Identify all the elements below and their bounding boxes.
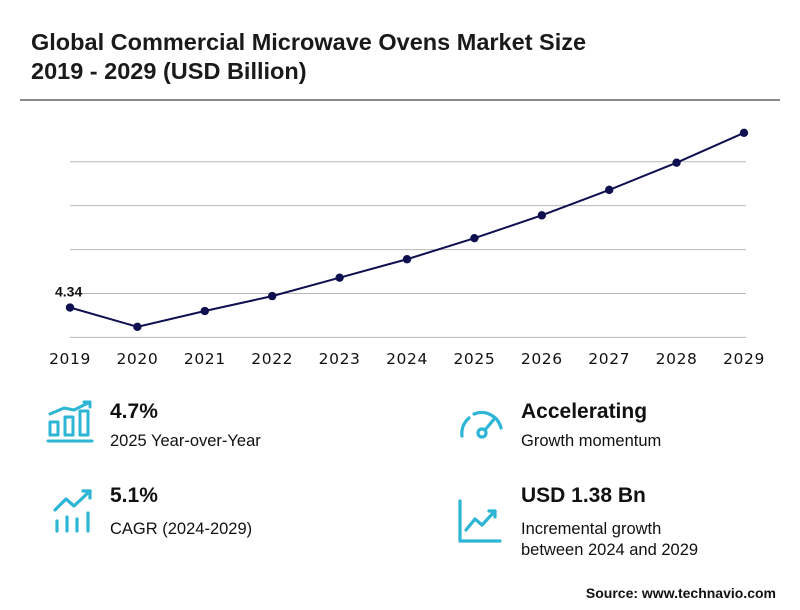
stat-incremental-label-2: between 2024 and 2029: [521, 541, 699, 559]
x-tick-label-2021: 2021: [184, 350, 226, 368]
chart-title-line-2: 2019 - 2029 (USD Billion): [31, 58, 307, 84]
data-label-2019: 4.34: [55, 284, 82, 300]
gridlines: [70, 161, 746, 338]
growth-chart-icon: [458, 499, 502, 543]
x-tick-label-2026: 2026: [521, 350, 563, 368]
x-tick-label-2028: 2028: [656, 350, 698, 368]
x-tick-label-2023: 2023: [319, 350, 361, 368]
data-point-2024: [402, 255, 412, 264]
x-tick-label-2020: 2020: [116, 350, 158, 368]
title-divider: [20, 99, 780, 101]
data-point-2026: [537, 211, 546, 220]
data-point-2023: [335, 273, 344, 282]
speedometer-icon: [460, 410, 503, 439]
x-tick-label-2029: 2029: [723, 350, 765, 368]
stat-yoy-label: 2025 Year-over-Year: [110, 432, 261, 450]
chart-title-line-1: Global Commercial Microwave Ovens Market…: [31, 29, 587, 55]
line-chart: 4.34 2019 2020 2021 2022 2023 2024 2025 2026 202…: [49, 128, 765, 368]
chart-title: Global Commercial Microwave Ovens Market…: [31, 28, 771, 86]
data-point-2027: [605, 185, 614, 195]
x-tick-label-2019: 2019: [49, 350, 91, 368]
data-points: [65, 128, 749, 332]
data-point-2021: [200, 306, 209, 316]
trend-bars-icon: [53, 489, 92, 533]
x-tick-label-2022: 2022: [251, 350, 293, 368]
data-labels: 4.34: [55, 284, 82, 300]
stat-yoy-value: 4.7%: [110, 400, 158, 423]
data-point-2025: [470, 233, 479, 243]
x-tick-label-2027: 2027: [588, 350, 630, 368]
stat-momentum-value: Accelerating: [521, 400, 648, 423]
data-point-2019: [65, 303, 75, 312]
x-tick-label-2025: 2025: [453, 350, 495, 368]
x-axis-ticks: 2019 2020 2021 2022 2023 2024 2025 2026 2027 2028…: [49, 350, 765, 368]
stat-incremental-value: USD 1.38 Bn: [521, 484, 646, 507]
bar-chart-growth-icon: [46, 400, 94, 443]
data-point-2028: [672, 158, 681, 167]
stat-cagr-label: CAGR (2024-2029): [110, 520, 253, 538]
stat-momentum-label: Growth momentum: [521, 432, 662, 450]
stat-cagr-value: 5.1%: [110, 484, 158, 507]
data-point-2020: [133, 322, 142, 332]
data-point-2029: [739, 128, 749, 138]
stat-incremental-label-1: Incremental growth: [521, 520, 662, 538]
data-point-2022: [268, 291, 277, 301]
source-note: Source: www.technavio.com: [585, 585, 776, 601]
x-tick-label-2024: 2024: [386, 350, 428, 368]
